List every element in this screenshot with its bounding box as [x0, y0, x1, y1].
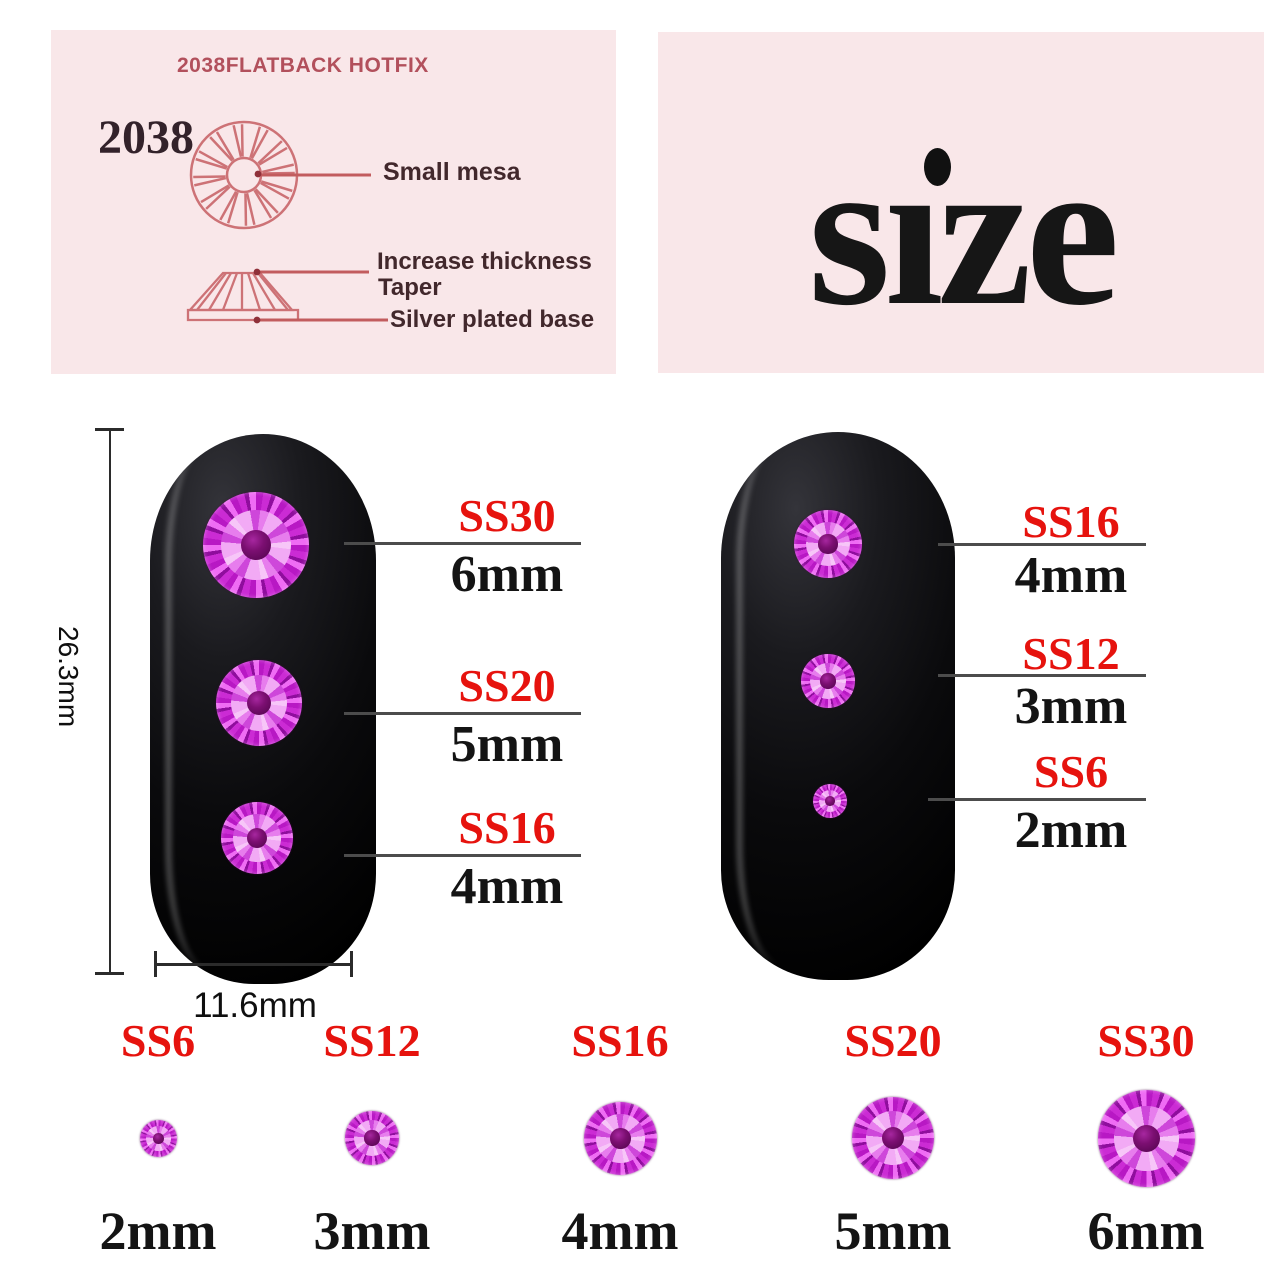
leader-dots [253, 170, 262, 324]
height-measure-cap-top [95, 428, 124, 431]
callout-size: 4mm [450, 858, 564, 915]
width-measure-cap-left [154, 951, 157, 977]
callout-size: 6mm [450, 546, 564, 603]
rhinestone-ss12 [801, 654, 855, 708]
rhinestone-ss20 [216, 660, 302, 746]
label-increase-thickness: Increase thickness [377, 248, 592, 275]
callout-code: SS30 [458, 490, 556, 541]
size-title: sıze [808, 125, 1120, 338]
size-chart-mm: 6mm [1087, 1201, 1205, 1261]
side-view-icon [186, 271, 300, 322]
size-chart-mm: 3mm [313, 1201, 431, 1261]
width-measure-cap-right [350, 951, 353, 977]
callout-line [344, 542, 581, 545]
callout-size: 4mm [1014, 547, 1128, 604]
top-view-wheel-icon [189, 120, 299, 230]
size-chart-mm: 2mm [99, 1201, 217, 1261]
size-chart-code: SS30 [1097, 1015, 1195, 1066]
height-measure-cap-bottom [95, 972, 124, 975]
nail-left [150, 434, 376, 984]
size-chart-code: SS20 [844, 1015, 942, 1066]
width-measure-line [156, 963, 353, 966]
size-chart-code: SS6 [120, 1015, 196, 1066]
size-chart-code: SS16 [571, 1015, 669, 1066]
nail-right [721, 432, 955, 980]
rhinestone-ss6-sample [140, 1120, 177, 1157]
rhinestone-ss16 [794, 510, 862, 578]
size-chart-mm: 5mm [834, 1201, 952, 1261]
callout-size: 2mm [1014, 802, 1128, 859]
callout-size: 3mm [1014, 678, 1128, 735]
rhinestone-ss20-sample [852, 1097, 934, 1179]
rhinestone-diagram [186, 120, 388, 324]
callout-line [928, 798, 1146, 801]
nail-gloss-highlight [737, 442, 822, 964]
spec-panel-title: 2038FLATBACK HOTFIX [177, 54, 429, 77]
rhinestone-ss6 [813, 784, 847, 818]
callout-line [938, 543, 1146, 546]
rhinestone-ss30 [203, 492, 309, 598]
size-chart-mm: 4mm [561, 1201, 679, 1261]
height-measure-line [109, 429, 111, 975]
callout-line [344, 854, 581, 857]
size-title-dot-icon [924, 147, 952, 186]
leader-lines [259, 173, 388, 322]
rhinestone-ss16-sample [584, 1102, 657, 1175]
callout-code: SS20 [458, 660, 556, 711]
callout-code: SS12 [1022, 628, 1120, 679]
nail-width-value: 11.6mm [193, 986, 317, 1025]
callout-code: SS16 [1022, 496, 1120, 547]
size-title-text: sıze [808, 113, 1120, 349]
label-silver-plated-base: Silver plated base [390, 306, 595, 333]
label-small-mesa: Small mesa [383, 158, 521, 186]
callout-line [938, 674, 1146, 677]
nail-gloss-highlight [165, 445, 248, 968]
callout-code: SS16 [458, 802, 556, 853]
model-number: 2038 [98, 111, 194, 164]
callout-size: 5mm [450, 716, 564, 773]
nail-height-value: 26.3mm [53, 626, 84, 728]
rhinestone-ss12-sample [345, 1111, 399, 1165]
callout-code: SS6 [1033, 746, 1109, 797]
rhinestone-ss30-sample [1098, 1090, 1195, 1187]
spec-panel: 2038FLATBACK HOTFIX 2038 Small mesa Incr… [51, 30, 616, 374]
callout-line [344, 712, 581, 715]
label-taper: Taper [378, 274, 442, 301]
rhinestone-ss16 [221, 802, 293, 874]
size-panel: sıze [658, 32, 1264, 373]
size-chart-code: SS12 [323, 1015, 421, 1066]
